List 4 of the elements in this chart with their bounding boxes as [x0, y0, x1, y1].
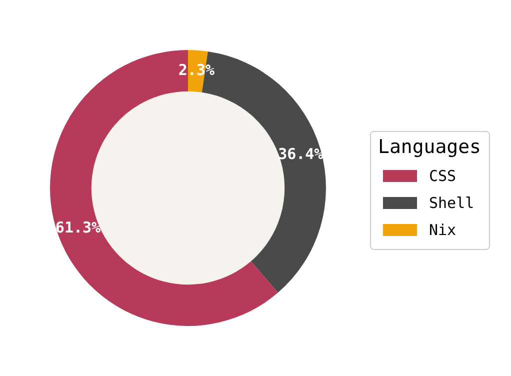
legend-label: Nix	[429, 220, 456, 238]
legend-label: Shell	[429, 194, 474, 212]
legend-label: CSS	[429, 166, 456, 184]
legend-title: Languages	[378, 136, 481, 158]
